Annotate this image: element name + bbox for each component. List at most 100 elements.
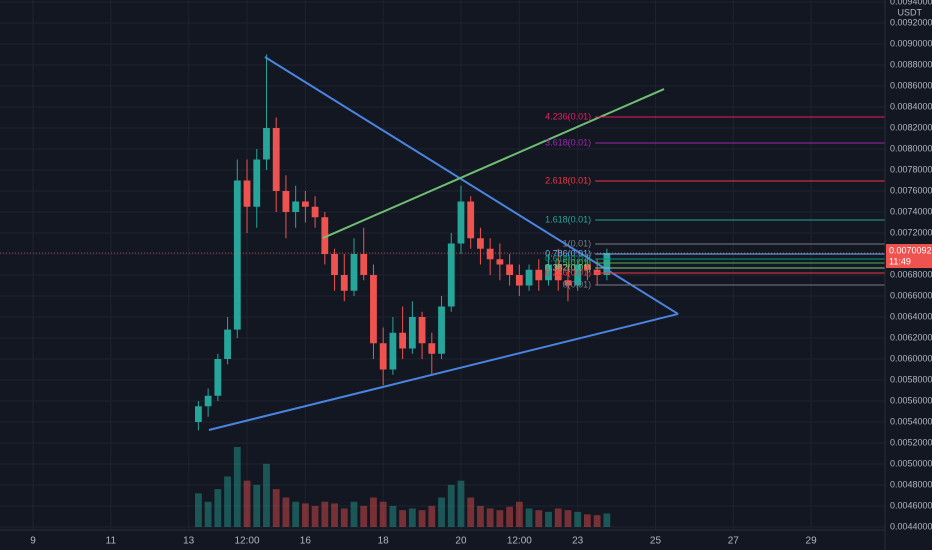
volume-bar: [370, 497, 377, 527]
candle-body: [350, 253, 358, 291]
volume-bar: [564, 510, 572, 527]
y-tick-label: 0.0080000: [890, 143, 932, 153]
volume-bar: [428, 505, 436, 527]
fib-label: 0.236(0.01): [545, 267, 591, 277]
volume-bar: [272, 489, 280, 527]
volume-bar: [233, 447, 241, 527]
trend-line: [208, 312, 679, 431]
volume-bar: [525, 508, 533, 527]
candle-body: [506, 264, 514, 275]
fib-label: 0.5(0.01): [555, 257, 591, 267]
last-price-box: [886, 244, 932, 269]
volume-bar: [340, 508, 348, 527]
volume-bar: [282, 497, 290, 527]
candle-body: [389, 332, 397, 370]
y-tick-label: 0.0044000: [890, 521, 932, 531]
x-tick-label: 13: [183, 536, 195, 547]
trend-line: [264, 56, 679, 315]
candle-body: [194, 406, 202, 423]
candle-body: [564, 280, 572, 286]
volume-bar: [535, 510, 543, 527]
volume-bar: [331, 503, 338, 527]
volume-bar: [399, 510, 407, 527]
candle-body: [360, 253, 368, 275]
candle-body: [486, 248, 494, 260]
volume-bar: [467, 497, 475, 527]
fib-label: 3.618(0.01): [545, 137, 591, 147]
candle-body: [457, 201, 465, 244]
x-tick-label: 12:00: [235, 536, 260, 547]
volume-bar: [506, 506, 514, 527]
y-tick-label: 0.0062000: [890, 332, 932, 342]
candle-body: [408, 317, 416, 349]
axes: 0.0044000 0.0046000 0.0048000 0.0050000 0.00…: [30, 0, 932, 547]
y-tick-label: 0.0052000: [890, 437, 932, 447]
volume-bar: [389, 505, 397, 527]
last-price-label: 0.0070092: [889, 245, 932, 255]
volume-bar: [263, 463, 270, 527]
y-tick-label: 0.0088000: [890, 59, 932, 69]
y-tick-label: 0.0050000: [890, 458, 932, 468]
volume-bar: [321, 501, 329, 527]
trend-line: [322, 88, 665, 239]
volume-pane: [194, 447, 611, 527]
x-tick-label: 11: [106, 536, 117, 547]
x-tick-label: 9: [30, 536, 36, 547]
volume-bar: [214, 489, 222, 527]
y-tick-label: 0.0072000: [890, 227, 932, 237]
volume-bar: [496, 510, 504, 527]
volume-bar: [477, 505, 484, 527]
candle-body: [370, 275, 377, 344]
y-tick-label: 0.0090000: [890, 38, 932, 48]
candle-body: [418, 317, 426, 344]
volume-bar: [438, 497, 445, 527]
candle-body: [515, 275, 523, 286]
x-tick-label: 29: [806, 536, 818, 547]
volume-bar: [447, 484, 455, 527]
volume-bar: [379, 501, 387, 527]
volume-bar: [194, 493, 202, 527]
candle-body: [496, 259, 504, 265]
candle-body: [428, 343, 436, 354]
volume-bar: [350, 501, 358, 527]
candle-body: [399, 332, 407, 349]
candle-body: [379, 343, 387, 370]
y-tick-label: 0.0056000: [890, 395, 932, 405]
candle-body: [214, 359, 222, 396]
countdown-label: 11:49: [889, 256, 911, 266]
y-tick-label: 0.0084000: [890, 101, 932, 111]
y-tick-label: 0.0094000: [890, 0, 932, 6]
candles: [194, 54, 611, 431]
volume-bar: [418, 510, 426, 527]
x-tick-label: 20: [455, 536, 467, 547]
y-tick-label: 0.0086000: [890, 80, 932, 90]
y-tick-label: 0.0076000: [890, 185, 932, 195]
volume-bar: [204, 501, 212, 527]
x-tick-label: 16: [300, 536, 312, 547]
fib-label: 0.618(0.01): [545, 253, 591, 263]
fib-label: 0.382(0.01): [545, 262, 591, 272]
candle-body: [253, 159, 261, 207]
candle-body: [593, 269, 601, 275]
candle-body: [535, 269, 543, 281]
drawings: 4.236(0.01) 3.618(0.01) 2.618(0.01) 1.618(0…: [0, 56, 885, 431]
volume-bar: [243, 480, 251, 527]
x-tick-label: 23: [572, 536, 584, 547]
volume-bar: [224, 476, 231, 527]
x-tick-label: 27: [728, 536, 740, 547]
volume-bar: [584, 514, 591, 527]
candle-body: [340, 275, 348, 291]
candle-body: [477, 238, 484, 249]
volume-bar: [408, 508, 416, 527]
candle-body: [224, 329, 231, 360]
y-tick-label: 0.0064000: [890, 311, 932, 321]
candle-body: [272, 127, 280, 191]
volume-bar: [301, 503, 309, 527]
unit-label: USDT: [898, 7, 923, 17]
candle-body: [282, 190, 290, 212]
candle-body: [204, 395, 212, 407]
volume-bar: [253, 484, 261, 527]
volume-bar: [554, 508, 562, 527]
candle-body: [263, 127, 270, 160]
